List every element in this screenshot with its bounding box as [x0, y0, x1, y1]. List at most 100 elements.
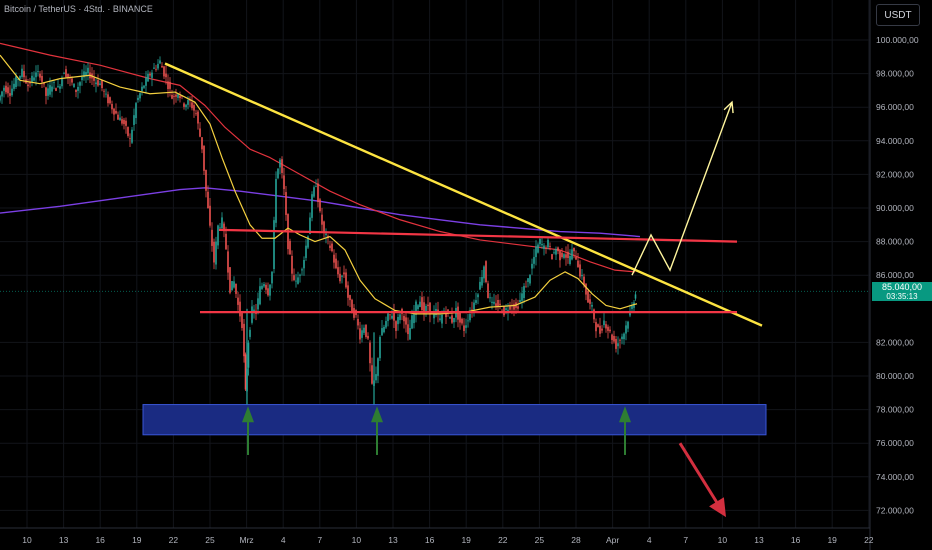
candle-body	[57, 85, 59, 87]
candle-body	[629, 311, 631, 316]
x-tick-label: 19	[827, 535, 837, 545]
candle-body	[523, 286, 525, 299]
x-tick-label: 28	[571, 535, 581, 545]
candle-body	[483, 266, 485, 279]
candle-body	[317, 183, 319, 202]
candle-body	[335, 258, 337, 269]
candle-body	[307, 236, 309, 248]
candle-body	[405, 317, 407, 325]
candle-body	[45, 87, 47, 96]
candle-body	[175, 94, 177, 97]
candle-body	[203, 145, 205, 171]
candle-body	[369, 342, 371, 364]
candle-body	[513, 303, 515, 310]
candle-body	[613, 335, 615, 342]
candle-body	[441, 314, 443, 324]
candle-body	[239, 301, 241, 317]
y-tick-label: 78.000,00	[876, 405, 914, 415]
candle-body	[55, 88, 57, 91]
candle-body	[207, 191, 209, 208]
candle-body	[567, 251, 569, 259]
candle-body	[163, 66, 165, 77]
demand-zone	[142, 404, 767, 436]
candle-body	[71, 78, 73, 83]
candle-body	[497, 299, 499, 307]
candle-body	[241, 312, 243, 328]
candle-body	[217, 225, 219, 246]
candle-body	[85, 71, 87, 76]
candle-body	[607, 326, 609, 331]
candle-body	[505, 308, 507, 310]
candle-body	[547, 239, 549, 248]
candle-body	[65, 69, 67, 78]
candle-body	[123, 119, 125, 125]
candle-body	[137, 97, 139, 100]
candle-body	[393, 311, 395, 321]
candle-body	[325, 233, 327, 236]
candle-body	[461, 318, 463, 324]
currency-selector[interactable]: USDT	[876, 4, 920, 26]
candle-body	[551, 254, 553, 260]
candle-body	[105, 93, 107, 95]
candle-body	[19, 75, 21, 79]
candle-body	[433, 311, 435, 319]
x-tick-label: 16	[791, 535, 801, 545]
candle-body	[583, 276, 585, 286]
candle-body	[593, 309, 595, 320]
candle-body	[347, 285, 349, 298]
candle-body	[363, 327, 365, 333]
candle-body	[271, 271, 273, 284]
candle-body	[385, 320, 387, 328]
candle-body	[587, 291, 589, 303]
candle-body	[59, 86, 61, 89]
candle-body	[263, 284, 265, 287]
x-tick-label: 19	[461, 535, 471, 545]
x-tick-label: 22	[864, 535, 874, 545]
chart-title: Bitcoin / TetherUS · 4Std. · BINANCE	[4, 4, 153, 14]
candle-body	[273, 220, 275, 269]
ma-purple-line	[0, 187, 641, 238]
candle-body	[21, 68, 23, 77]
candle-body	[63, 73, 65, 75]
candle-body	[237, 297, 239, 305]
last-price-value: 85.040,00	[881, 282, 923, 292]
price-axis	[870, 0, 932, 550]
candle-body	[451, 315, 453, 323]
candle-body	[553, 252, 555, 254]
candle-body	[131, 129, 133, 143]
x-tick-label: 4	[281, 535, 286, 545]
candle-body	[43, 82, 45, 85]
candle-body	[481, 277, 483, 286]
candle-body	[421, 297, 423, 311]
candle-body	[295, 280, 297, 282]
candle-body	[585, 283, 587, 295]
candle-body	[37, 71, 39, 72]
candle-body	[221, 217, 223, 229]
candle-body	[453, 317, 455, 323]
candle-body	[493, 301, 495, 304]
candle-body	[333, 254, 335, 263]
candle-body	[597, 324, 599, 328]
candle-body	[267, 288, 269, 296]
candle-body	[521, 293, 523, 301]
candle-body	[195, 113, 197, 115]
candle-body	[525, 286, 527, 288]
bearish-arrowhead	[709, 497, 726, 518]
candle-body	[249, 329, 251, 337]
candle-body	[171, 94, 173, 99]
candle-body	[243, 323, 245, 357]
candle-body	[591, 304, 593, 307]
candle-body	[343, 272, 345, 275]
candle-body	[9, 93, 11, 96]
candle-body	[541, 244, 543, 246]
candle-body	[319, 199, 321, 212]
candle-body	[61, 77, 63, 87]
candle-body	[143, 85, 145, 88]
candle-body	[244, 354, 247, 390]
candle-body	[31, 75, 33, 83]
candle-body	[569, 256, 571, 265]
candle-body	[599, 325, 601, 334]
candle-body	[331, 243, 333, 252]
x-tick-label: 7	[683, 535, 688, 545]
